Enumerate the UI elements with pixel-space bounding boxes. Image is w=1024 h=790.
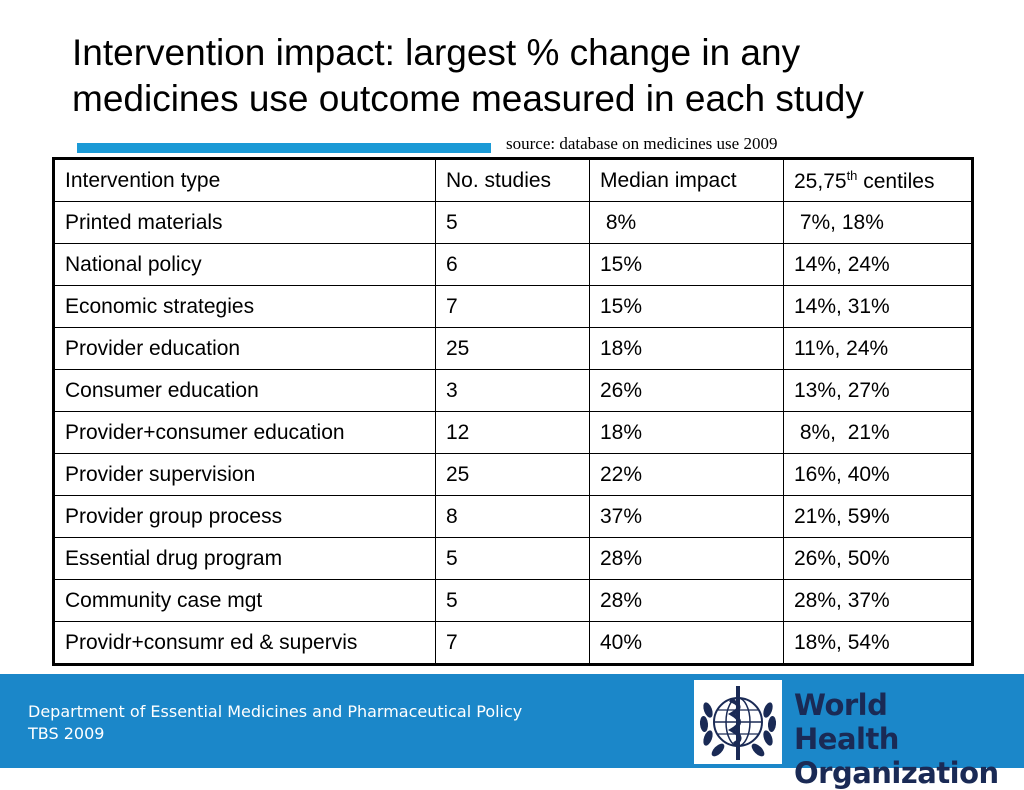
cell-no-studies: 5	[435, 579, 590, 622]
cell-median-impact: 15%	[589, 285, 784, 328]
cell-intervention-type: Provider supervision	[53, 453, 436, 496]
cell-median-impact: 18%	[589, 411, 784, 454]
table-row: Provider education 25 18% 11%, 24%	[53, 327, 973, 370]
cell-intervention-type: Consumer education	[53, 369, 436, 412]
cell-median-impact: 28%	[589, 537, 784, 580]
who-wordmark-line-1: World Health	[794, 688, 899, 756]
header-centiles-sup: th	[846, 167, 858, 183]
cell-intervention-type: Provider education	[53, 327, 436, 370]
who-wordmark-line-2: Organization	[794, 756, 999, 790]
cell-intervention-type: Economic strategies	[53, 285, 436, 328]
header-centiles: 25,75th centiles	[783, 158, 973, 202]
cell-median-impact: 26%	[589, 369, 784, 412]
cell-centiles: 14%, 24%	[783, 243, 973, 286]
cell-intervention-type: Provider+consumer education	[53, 411, 436, 454]
cell-centiles: 13%, 27%	[783, 369, 973, 412]
cell-no-studies: 6	[435, 243, 590, 286]
table-row: Economic strategies 7 15% 14%, 31%	[53, 285, 973, 328]
table-row: Consumer education 3 26% 13%, 27%	[53, 369, 973, 412]
cell-centiles: 7%, 18%	[783, 201, 973, 244]
table-header-row: Intervention type No. studies Median imp…	[53, 158, 973, 202]
cell-centiles: 14%, 31%	[783, 285, 973, 328]
cell-median-impact: 18%	[589, 327, 784, 370]
footer-band: Department of Essential Medicines and Ph…	[0, 674, 1024, 790]
cell-centiles: 21%, 59%	[783, 495, 973, 538]
who-logo: World Health Organization	[694, 680, 999, 790]
cell-no-studies: 7	[435, 621, 590, 665]
cell-intervention-type: National policy	[53, 243, 436, 286]
slide-title: Intervention impact: largest % change in…	[72, 30, 972, 122]
cell-no-studies: 25	[435, 327, 590, 370]
table-row: Printed materials 5 8% 7%, 18%	[53, 201, 973, 244]
footer-tag: TBS 2009	[28, 724, 105, 743]
header-intervention-type: Intervention type	[53, 158, 436, 202]
cell-intervention-type: Printed materials	[53, 201, 436, 244]
source-note: source: database on medicines use 2009	[506, 134, 778, 153]
title-line-2: medicines use outcome measured in each s…	[72, 78, 864, 119]
cell-no-studies: 5	[435, 201, 590, 244]
table-row: Essential drug program 5 28% 26%, 50%	[53, 537, 973, 580]
cell-median-impact: 28%	[589, 579, 784, 622]
cell-median-impact: 22%	[589, 453, 784, 496]
table-row: National policy 6 15% 14%, 24%	[53, 243, 973, 286]
cell-intervention-type: Providr+consumr ed & supervis	[53, 621, 436, 665]
header-no-studies: No. studies	[435, 158, 590, 202]
title-line-1: Intervention impact: largest % change in…	[72, 32, 801, 73]
cell-no-studies: 8	[435, 495, 590, 538]
intervention-table: Intervention type No. studies Median imp…	[52, 157, 974, 666]
department-name: Department of Essential Medicines and Ph…	[28, 702, 523, 721]
table-row: Providr+consumr ed & supervis 7 40% 18%,…	[53, 621, 973, 665]
table-row: Provider group process 8 37% 21%, 59%	[53, 495, 973, 538]
footer-text: Department of Essential Medicines and Ph…	[28, 701, 522, 745]
table-row: Provider+consumer education 12 18% 8%, 2…	[53, 411, 973, 454]
cell-no-studies: 25	[435, 453, 590, 496]
cell-median-impact: 8%	[589, 201, 784, 244]
cell-centiles: 28%, 37%	[783, 579, 973, 622]
cell-intervention-type: Provider group process	[53, 495, 436, 538]
header-centiles-base: 25,75	[794, 169, 847, 193]
cell-no-studies: 5	[435, 537, 590, 580]
cell-median-impact: 40%	[589, 621, 784, 665]
cell-centiles: 16%, 40%	[783, 453, 973, 496]
cell-centiles: 18%, 54%	[783, 621, 973, 665]
who-emblem-icon	[694, 680, 782, 764]
cell-no-studies: 7	[435, 285, 590, 328]
cell-centiles: 11%, 24%	[783, 327, 973, 370]
cell-no-studies: 3	[435, 369, 590, 412]
table-row: Provider supervision 25 22% 16%, 40%	[53, 453, 973, 496]
who-wordmark: World Health Organization	[794, 688, 999, 790]
cell-intervention-type: Community case mgt	[53, 579, 436, 622]
cell-intervention-type: Essential drug program	[53, 537, 436, 580]
accent-bar	[77, 143, 491, 153]
header-median-impact: Median impact	[589, 158, 784, 202]
cell-centiles: 8%, 21%	[783, 411, 973, 454]
cell-centiles: 26%, 50%	[783, 537, 973, 580]
cell-median-impact: 15%	[589, 243, 784, 286]
cell-median-impact: 37%	[589, 495, 784, 538]
cell-no-studies: 12	[435, 411, 590, 454]
table-row: Community case mgt 5 28% 28%, 37%	[53, 579, 973, 622]
header-centiles-tail: centiles	[857, 169, 935, 193]
